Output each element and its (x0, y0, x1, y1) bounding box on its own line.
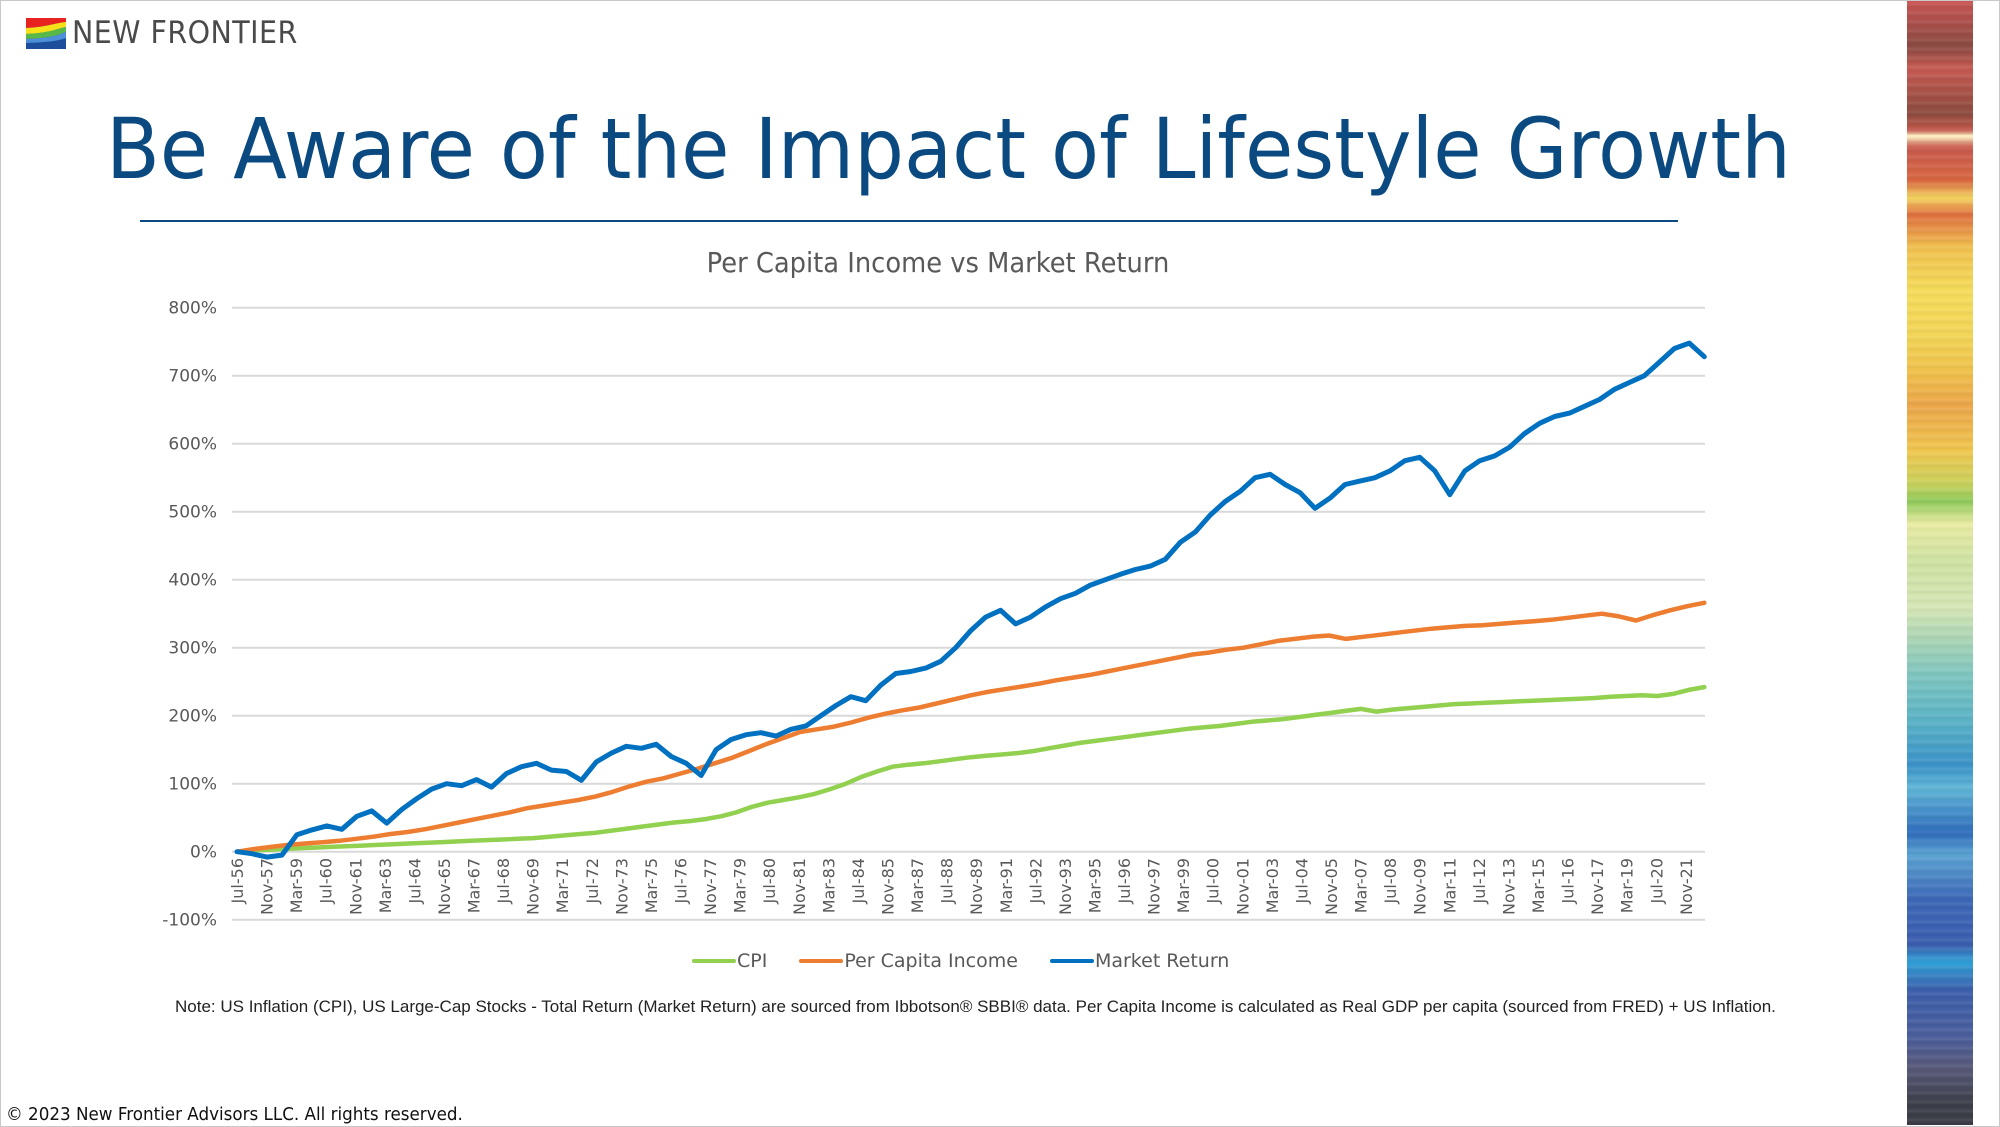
copyright-text: © 2023 New Frontier Advisors LLC. All ri… (6, 1104, 463, 1125)
source-note: Note: US Inflation (CPI), US Large-Cap S… (175, 997, 1776, 1016)
x-tick-label: Nov-61 (346, 858, 365, 915)
x-tick-label: Nov-81 (790, 858, 809, 915)
x-tick-label: Jul-76 (672, 858, 691, 904)
y-tick-label: 500% (168, 503, 217, 523)
title-divider (140, 220, 1678, 222)
x-tick-label: Jul-56 (228, 858, 247, 904)
x-tick-label: Nov-89 (967, 858, 986, 915)
x-tick-label: Mar-99 (1174, 858, 1193, 913)
legend-swatch-cpi (692, 959, 736, 963)
x-tick-label: Nov-05 (1322, 858, 1341, 915)
x-tick-label: Jul-12 (1470, 858, 1489, 904)
x-tick-label: Nov-17 (1588, 858, 1607, 915)
y-tick-label: 800% (168, 299, 217, 319)
x-tick-label: Jul-80 (760, 858, 779, 904)
series-line-market-return (234, 340, 1707, 860)
x-tick-label: Mar-75 (642, 858, 661, 913)
x-tick-label: Mar-87 (908, 858, 927, 913)
x-tick-label: Mar-83 (819, 858, 838, 913)
x-tick-label: Mar-07 (1352, 858, 1371, 913)
x-tick-label: Mar-11 (1440, 858, 1459, 913)
x-tick-label: Mar-03 (1263, 858, 1282, 913)
brand-name: NEW FRONTIER (72, 15, 298, 51)
legend-swatch-per-capita-income (799, 959, 844, 963)
series-line-per-capita-income (234, 600, 1707, 854)
x-tick-label: Jul-96 (1115, 858, 1134, 904)
x-tick-label: Nov-65 (435, 858, 454, 915)
x-tick-label: Nov-69 (524, 858, 543, 915)
legend-label-market-return: Market Return (1094, 950, 1230, 972)
y-tick-label: 200% (168, 707, 217, 727)
x-tick-label: Jul-84 (849, 858, 868, 904)
chart-legend: CPI Per Capita Income Market Return (692, 950, 1261, 972)
x-tick-label: Nov-73 (612, 858, 631, 915)
x-tick-label: Nov-13 (1499, 858, 1518, 915)
x-tick-label: Jul-20 (1647, 858, 1666, 904)
x-tick-label: Jul-04 (1292, 858, 1311, 904)
y-tick-label: 400% (168, 571, 217, 591)
x-tick-label: Mar-71 (553, 858, 572, 913)
y-tick-label: 700% (168, 367, 217, 387)
rainbow-decoration-strip (1907, 1, 1973, 1125)
x-tick-label: Jul-16 (1559, 858, 1578, 904)
x-tick-label: Mar-59 (287, 858, 306, 913)
legend-item-cpi: CPI (692, 950, 767, 972)
x-tick-label: Mar-19 (1618, 858, 1637, 913)
x-tick-label: Mar-91 (997, 858, 1016, 913)
x-tick-label: Jul-60 (317, 858, 336, 904)
legend-item-per-capita-income: Per Capita Income (799, 950, 1018, 972)
series-line-cpi (234, 684, 1707, 854)
x-tick-label: Nov-85 (878, 858, 897, 915)
line-chart: -100%0%100%200%300%400%500%600%700%800% … (162, 299, 1707, 931)
legend-item-market-return: Market Return (1049, 950, 1230, 972)
legend-label-cpi: CPI (737, 950, 768, 972)
x-tick-label: Jul-92 (1026, 858, 1045, 904)
brand-logo: NEW FRONTIER (26, 15, 317, 51)
y-tick-label: 100% (168, 775, 217, 795)
x-tick-label: Mar-79 (731, 858, 750, 913)
x-tick-label: Mar-15 (1529, 858, 1548, 913)
y-axis-ticks: -100% 0% 100% 200% 300% 400% 500% 600% 700% 800% (162, 299, 217, 931)
x-tick-label: Nov-09 (1411, 858, 1430, 915)
x-tick-label: Nov-21 (1677, 858, 1696, 915)
legend-label-per-capita-income: Per Capita Income (844, 950, 1018, 972)
gridlines (232, 306, 1705, 921)
y-tick-label: 0% (190, 843, 217, 863)
x-tick-label: Mar-95 (1085, 858, 1104, 913)
series-lines (234, 340, 1707, 860)
x-tick-label: Nov-57 (258, 858, 277, 915)
legend-swatch-market-return (1049, 959, 1094, 963)
chart-title: Per Capita Income vs Market Return (706, 246, 1170, 279)
x-tick-label: Jul-68 (494, 858, 513, 904)
x-tick-label: Nov-77 (701, 858, 720, 915)
x-tick-label: Mar-67 (465, 858, 484, 913)
x-axis-ticks: Jul-56 Nov-57 Mar-59 Jul-60 Nov-61 Mar-63 Jul-… (228, 858, 1696, 915)
x-tick-label: Jul-00 (1204, 858, 1223, 904)
page-title: Be Aware of the Impact of Lifestyle Grow… (106, 100, 1791, 198)
x-tick-label: Jul-72 (583, 858, 602, 904)
x-tick-label: Jul-64 (405, 858, 424, 904)
new-frontier-logo-icon (26, 17, 66, 49)
x-tick-label: Nov-01 (1233, 858, 1252, 915)
y-tick-label: -100% (162, 911, 217, 931)
x-tick-label: Jul-88 (938, 858, 957, 904)
y-tick-label: 600% (168, 435, 217, 455)
x-tick-label: Nov-97 (1145, 858, 1164, 915)
x-tick-label: Nov-93 (1056, 858, 1075, 915)
x-tick-label: Mar-63 (376, 858, 395, 913)
x-tick-label: Jul-08 (1381, 858, 1400, 904)
y-tick-label: 300% (168, 639, 217, 659)
